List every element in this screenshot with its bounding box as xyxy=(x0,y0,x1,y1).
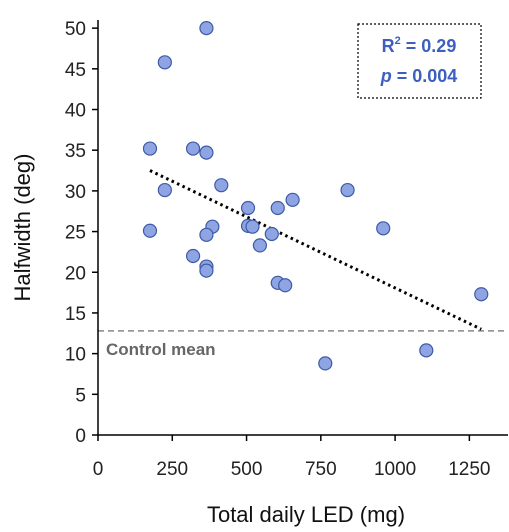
r-squared-value: = 0.29 xyxy=(401,36,457,56)
p-value: = 0.004 xyxy=(392,66,458,86)
x-axis-title: Total daily LED (mg) xyxy=(207,502,405,527)
y-tick-label: 10 xyxy=(65,345,86,366)
x-tick-label: 1000 xyxy=(374,459,416,480)
data-point xyxy=(199,263,214,278)
stats-box: R2 = 0.29 p = 0.004 xyxy=(357,23,482,99)
data-point xyxy=(474,287,489,302)
data-point xyxy=(199,227,214,242)
x-tick-label: 500 xyxy=(231,459,263,480)
x-tick-label: 250 xyxy=(156,459,188,480)
data-point xyxy=(376,221,391,236)
data-point xyxy=(318,356,333,371)
r-squared-text: R2 = 0.29 xyxy=(382,35,457,56)
data-point xyxy=(157,55,172,70)
x-tick-label: 750 xyxy=(305,459,337,480)
x-tick-label: 1250 xyxy=(448,459,490,480)
control-mean-layer: Control mean xyxy=(98,330,508,359)
x-tick-label: 0 xyxy=(93,459,104,480)
trend-line xyxy=(149,169,482,331)
p-symbol: p xyxy=(380,66,392,86)
y-tick-label: 50 xyxy=(65,19,86,40)
y-axis-title: Halfwidth (deg) xyxy=(10,154,35,302)
data-point xyxy=(245,219,260,234)
r-squared-superscript: 2 xyxy=(395,35,401,47)
data-point xyxy=(199,21,214,36)
data-point xyxy=(185,248,201,264)
y-tick-label: 30 xyxy=(65,182,86,203)
data-point xyxy=(142,141,158,156)
y-tick-label: 45 xyxy=(65,60,86,81)
data-point xyxy=(340,182,355,198)
data-point xyxy=(142,223,158,238)
data-point xyxy=(285,192,300,207)
y-tick-label: 5 xyxy=(75,385,86,406)
data-point xyxy=(157,182,172,198)
y-tick-label: 35 xyxy=(65,141,86,162)
r-squared-symbol: R xyxy=(382,36,395,56)
data-point xyxy=(252,238,268,253)
data-point xyxy=(264,226,279,242)
y-tick-label: 40 xyxy=(65,101,86,122)
stats-box-border xyxy=(357,23,482,99)
data-point xyxy=(199,145,214,160)
y-tick-label: 20 xyxy=(65,263,86,284)
data-point xyxy=(278,278,293,293)
data-point xyxy=(185,141,201,156)
y-tick-label: 0 xyxy=(75,426,86,447)
p-value-text: p = 0.004 xyxy=(380,66,458,86)
y-tick-label: 25 xyxy=(65,223,86,244)
data-point xyxy=(419,343,434,358)
y-tick-label: 15 xyxy=(65,304,86,325)
control-mean-label: Control mean xyxy=(106,340,216,359)
data-points xyxy=(142,21,489,371)
data-point xyxy=(270,200,285,216)
data-point xyxy=(240,200,256,216)
data-point xyxy=(214,178,229,193)
